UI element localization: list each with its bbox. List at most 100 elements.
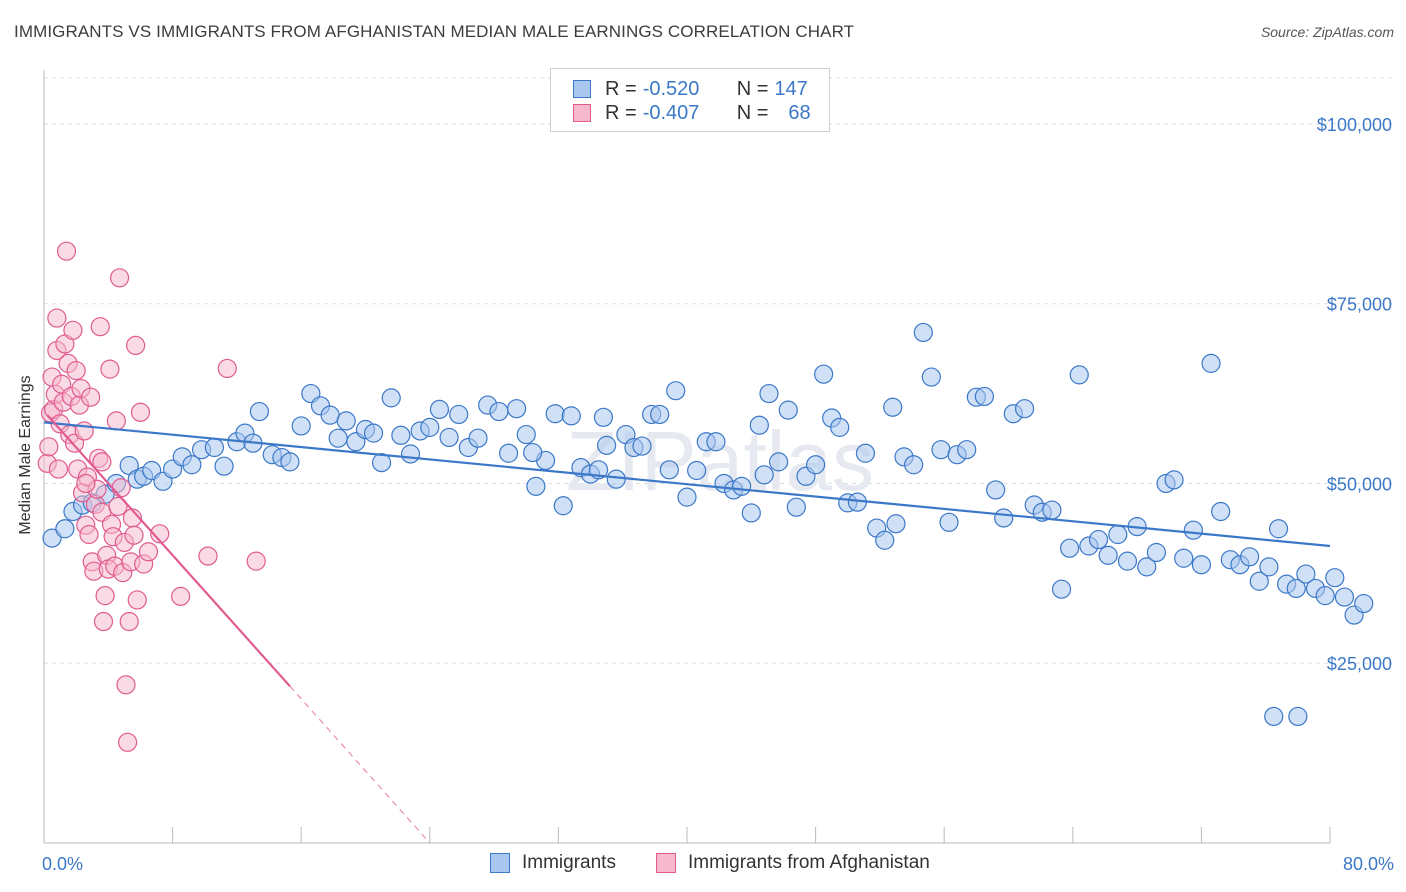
data-point-afghanistan (116, 675, 136, 695)
data-point-immigrants (204, 437, 224, 458)
grid-lines (44, 77, 1392, 664)
data-point-immigrants (904, 455, 924, 475)
data-point-immigrants (1108, 524, 1128, 545)
data-point-immigrants (1098, 545, 1118, 565)
data-point-immigrants (855, 443, 876, 463)
data-point-immigrants (498, 443, 519, 463)
data-point-immigrants (749, 415, 769, 435)
data-point-immigrants (1117, 551, 1138, 571)
trend-line-immigrants (43, 421, 1331, 548)
bottom-legend-immigrants: Immigrants (490, 852, 616, 874)
data-point-immigrants (1264, 706, 1284, 727)
data-point-immigrants (1268, 519, 1289, 539)
data-point-immigrants (526, 476, 546, 496)
data-point-afghanistan (66, 360, 86, 381)
data-point-immigrants (1014, 399, 1035, 419)
legend-n-label: N = (736, 77, 769, 100)
data-point-immigrants (732, 476, 752, 496)
y-tick-label: $100,000 (1317, 115, 1392, 135)
data-point-immigrants (400, 444, 421, 464)
data-point-immigrants (632, 436, 652, 456)
y-axis-label: Median Male Earnings (17, 375, 34, 534)
data-point-afghanistan (48, 459, 69, 479)
data-point-immigrants (280, 452, 300, 472)
data-point-afghanistan (100, 359, 120, 379)
bottom-legend-label-immigrants: Immigrants (522, 852, 616, 873)
data-point-immigrants (921, 367, 941, 387)
data-point-immigrants (371, 453, 392, 473)
data-point-immigrants (650, 404, 670, 425)
data-point-immigrants (381, 388, 401, 408)
data-point-afghanistan (109, 268, 130, 288)
data-point-afghanistan (130, 402, 151, 422)
data-point-afghanistan (171, 586, 191, 606)
x-tick-labels: 0.0% 80.0% (42, 854, 1394, 874)
data-point-immigrants (1201, 353, 1221, 373)
y-tick-label: $75,000 (1327, 295, 1392, 315)
data-point-immigrants (42, 528, 62, 548)
data-point-immigrants (449, 404, 469, 425)
data-point-immigrants (593, 407, 614, 427)
data-point-afghanistan (106, 411, 126, 431)
legend-r-value: -0.520 (642, 77, 700, 100)
data-point-immigrants (320, 405, 340, 425)
data-point-afghanistan (79, 524, 99, 545)
bottom-legend-label-afghanistan: Immigrants from Afghanistan (688, 852, 930, 873)
data-point-afghanistan (92, 452, 112, 472)
data-point-afghanistan (47, 308, 67, 328)
data-point-immigrants (468, 428, 488, 448)
data-point-immigrants (1286, 578, 1306, 599)
data-point-afghanistan (119, 611, 139, 632)
legend-swatch-immigrants (573, 80, 591, 98)
trend-line-afghanistan (46, 414, 291, 687)
data-point-immigrants (1334, 587, 1355, 607)
legend-swatch-afghanistan (573, 104, 591, 122)
chart-source: Source: ZipAtlas.com (1260, 24, 1394, 40)
data-point-afghanistan (246, 551, 266, 571)
data-point-immigrants (1296, 564, 1316, 584)
data-point-immigrants (1249, 571, 1269, 591)
data-point-afghanistan (76, 473, 96, 494)
data-point-immigrants (291, 416, 311, 436)
x-tick-label: 0.0% (42, 854, 83, 874)
data-point-immigrants (677, 487, 697, 507)
data-point-immigrants (328, 428, 348, 448)
data-point-immigrants (666, 381, 686, 401)
series-afghanistan (37, 241, 266, 752)
data-point-immigrants (597, 435, 617, 455)
data-point-afghanistan (124, 525, 144, 545)
data-point-immigrants (931, 440, 951, 460)
data-point-immigrants (759, 383, 779, 404)
data-point-immigrants (913, 322, 933, 343)
data-point-immigrants (741, 503, 761, 523)
data-point-immigrants (1059, 538, 1080, 558)
x-tick-label: 80.0% (1343, 854, 1394, 874)
data-point-afghanistan (217, 358, 237, 379)
trend-lines (43, 414, 1331, 844)
data-point-afghanistan (63, 320, 83, 340)
data-point-immigrants (429, 399, 450, 420)
data-point-afghanistan (39, 437, 59, 457)
legend-row-immigrants: R = -0.520 N = 147 (573, 77, 808, 101)
data-point-immigrants (1191, 555, 1212, 575)
data-point-immigrants (1042, 500, 1062, 520)
data-point-immigrants (1240, 547, 1260, 567)
bottom-legend-swatch-immigrants (490, 853, 510, 873)
data-point-immigrants (363, 423, 384, 443)
data-point-afghanistan (81, 387, 101, 407)
data-point-immigrants (182, 455, 202, 475)
y-tick-label: $25,000 (1327, 654, 1392, 674)
data-point-immigrants (336, 411, 356, 431)
legend-r-label: R = (605, 101, 637, 124)
data-point-afghanistan (127, 590, 147, 610)
legend-r-value: -0.407 (642, 101, 700, 124)
bottom-legend: Immigrants Immigrants from Afghanistan (0, 852, 1406, 878)
bottom-legend-afghanistan: Immigrants from Afghanistan (656, 852, 930, 874)
data-point-immigrants (420, 417, 440, 437)
data-point-immigrants (778, 400, 798, 420)
data-point-afghanistan (56, 241, 77, 261)
data-point-afghanistan (138, 542, 159, 562)
data-point-immigrants (1259, 557, 1279, 577)
y-tick-labels: $25,000 $50,000 $75,000 $100,000 (1317, 115, 1392, 674)
data-point-afghanistan (150, 524, 170, 544)
